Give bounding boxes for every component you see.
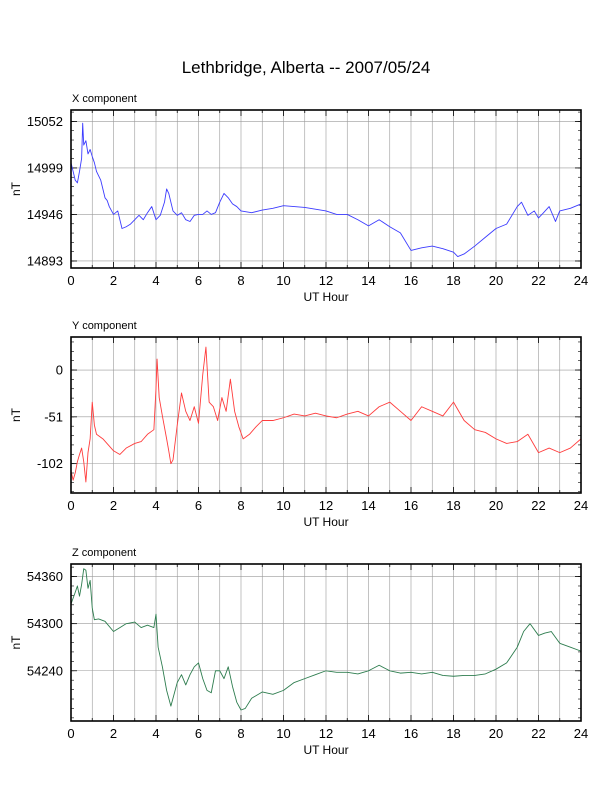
x-tick-label: 4 [152, 498, 159, 513]
y-tick-label: 14946 [27, 207, 63, 222]
x-axis-label: UT Hour [303, 515, 348, 529]
y-tick-label: -102 [37, 456, 63, 471]
x-tick-label: 6 [195, 273, 202, 288]
x-tick-label: 2 [110, 726, 117, 741]
y-tick-label: 14999 [27, 160, 63, 175]
x-tick-label: 2 [110, 273, 117, 288]
x-tick-label: 0 [67, 726, 74, 741]
x-tick-label: 18 [446, 726, 460, 741]
x-tick-label: 16 [404, 273, 418, 288]
y-tick-label: -51 [44, 409, 63, 424]
panel-label: X component [72, 93, 137, 105]
y-tick-label: 14893 [27, 253, 63, 268]
x-tick-label: 8 [237, 726, 244, 741]
x-tick-label: 24 [574, 726, 588, 741]
x-tick-label: 12 [319, 273, 333, 288]
x-tick-label: 20 [489, 726, 503, 741]
x-tick-label: 16 [404, 726, 418, 741]
x-axis-label: UT Hour [303, 290, 348, 304]
x-tick-label: 12 [319, 726, 333, 741]
x-tick-label: 0 [67, 273, 74, 288]
panel-label: Y component [72, 320, 137, 332]
panel-label: Z component [72, 547, 136, 559]
x-tick-label: 2 [110, 498, 117, 513]
x-tick-label: 22 [531, 726, 545, 741]
x-tick-label: 20 [489, 498, 503, 513]
plot-frame [70, 563, 582, 722]
y-tick-label: 54360 [27, 569, 63, 584]
x-tick-label: 18 [446, 498, 460, 513]
x-tick-label: 24 [574, 498, 588, 513]
x-tick-label: 24 [574, 273, 588, 288]
x-tick-label: 16 [404, 498, 418, 513]
x-tick-label: 10 [276, 726, 290, 741]
y-axis-label: nT [9, 407, 23, 422]
y-tick-label: 15052 [27, 114, 63, 129]
x-tick-label: 12 [319, 498, 333, 513]
x-tick-label: 18 [446, 273, 460, 288]
x-tick-label: 6 [195, 726, 202, 741]
x-tick-label: 8 [237, 273, 244, 288]
x-tick-label: 22 [531, 498, 545, 513]
chart-title: Lethbridge, Alberta -- 2007/05/24 [181, 58, 431, 77]
z-component-series-line [70, 568, 582, 711]
x-tick-label: 20 [489, 273, 503, 288]
y-tick-label: 0 [56, 363, 63, 378]
y-axis-label: nT [9, 635, 23, 650]
y-tick-label: 54300 [27, 616, 63, 631]
plot-frame [70, 336, 582, 494]
x-tick-label: 14 [361, 498, 375, 513]
x-tick-label: 10 [276, 273, 290, 288]
y-axis-label: nT [9, 181, 23, 196]
x-axis-label: UT Hour [303, 743, 348, 757]
plot-frame [70, 109, 582, 269]
x-tick-label: 14 [361, 726, 375, 741]
x-tick-label: 6 [195, 498, 202, 513]
x-component-series-line [70, 122, 582, 258]
x-tick-label: 4 [152, 273, 159, 288]
x-tick-label: 4 [152, 726, 159, 741]
x-tick-label: 0 [67, 498, 74, 513]
x-tick-label: 14 [361, 273, 375, 288]
x-tick-label: 22 [531, 273, 545, 288]
y-tick-label: 54240 [27, 663, 63, 678]
x-tick-label: 10 [276, 498, 290, 513]
y-component-series-line [70, 346, 582, 483]
x-tick-label: 8 [237, 498, 244, 513]
